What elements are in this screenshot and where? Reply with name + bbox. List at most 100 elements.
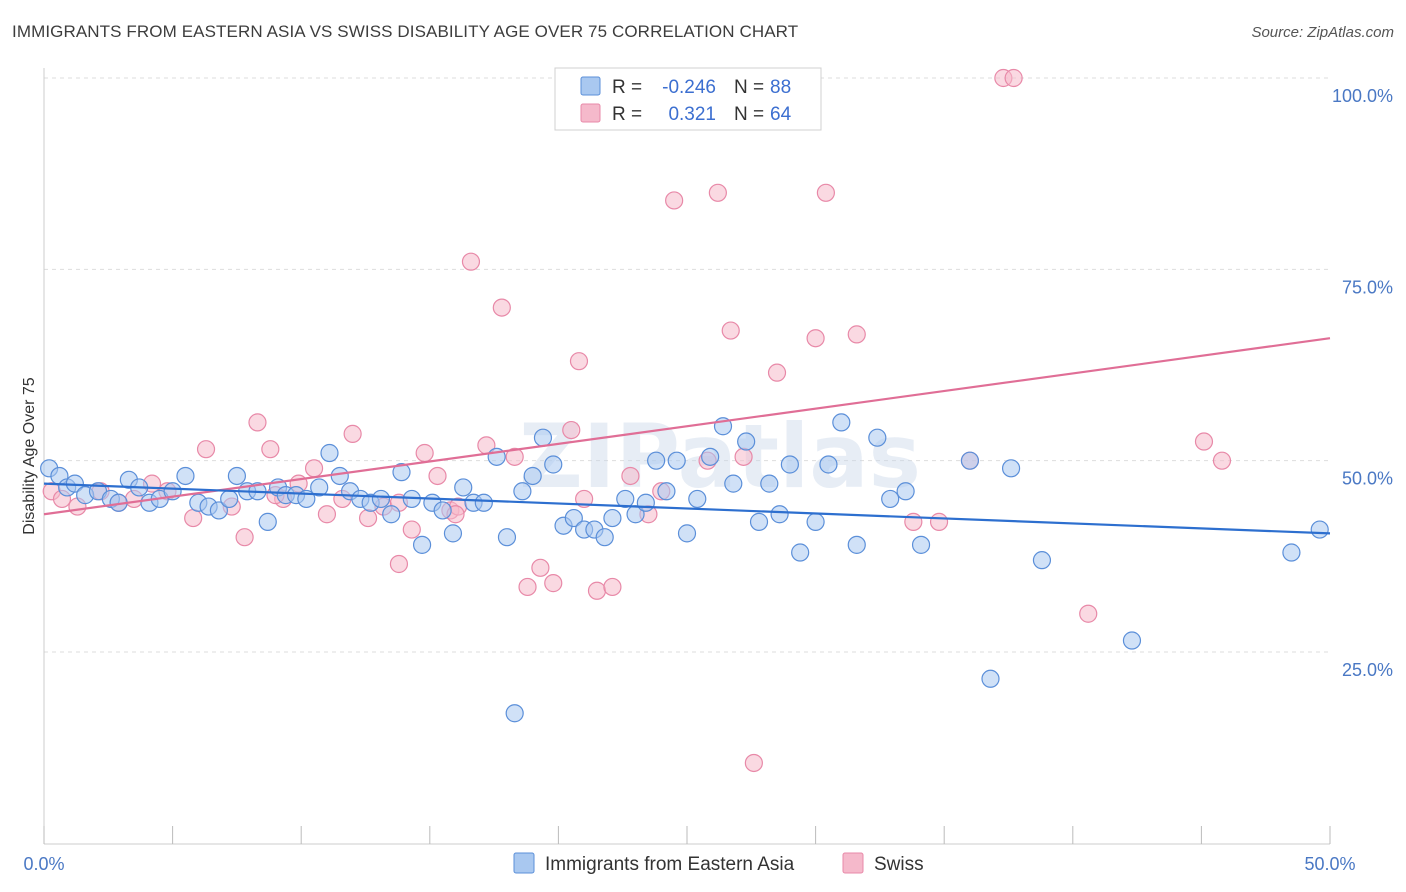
swiss-point-30 — [492, 298, 511, 317]
eastern-asia-point-54 — [595, 528, 614, 547]
swiss-point-48 — [806, 329, 825, 348]
y-tick-label-50: 50.0% — [1342, 469, 1393, 489]
swiss-point-35 — [562, 420, 581, 440]
legend: R = -0.246 N = 88 R = 0.321 N = 64 — [554, 67, 822, 131]
eastern-asia-point-56 — [616, 489, 635, 509]
swiss-point-12 — [248, 413, 267, 432]
swiss-point-32 — [518, 577, 537, 597]
eastern-asia-point-32 — [371, 489, 391, 509]
swiss-point-37 — [587, 581, 607, 600]
swiss-point-8 — [184, 508, 203, 528]
swiss-point-41 — [665, 191, 684, 210]
eastern-asia-point-47 — [523, 466, 542, 486]
swiss-point-34 — [544, 574, 563, 593]
swiss-point-20 — [358, 508, 378, 528]
eastern-asia-point-27 — [320, 443, 339, 463]
series-eastern-asia-points — [40, 413, 1329, 723]
chart-source: Source: ZipAtlas.com — [1251, 24, 1394, 41]
swiss-point-28 — [461, 252, 481, 271]
chart-title: IMMIGRANTS FROM EASTERN ASIA VS SWISS DI… — [12, 22, 799, 41]
swiss-point-16 — [304, 459, 324, 478]
swiss-point-38 — [603, 577, 622, 597]
eastern-asia-point-44 — [497, 528, 517, 547]
swiss-point-11 — [235, 528, 254, 547]
swiss-point-25 — [428, 466, 447, 486]
eastern-asia-point-13 — [176, 466, 195, 486]
swiss-point-47 — [767, 363, 787, 382]
y-tick-labels: 25.0% 50.0% 75.0% 100.0% — [1332, 86, 1393, 680]
swiss-point-44 — [721, 321, 740, 340]
eastern-asia-point-33 — [382, 505, 401, 524]
swiss-point-54 — [1004, 68, 1023, 88]
eastern-asia-point-18 — [227, 466, 246, 486]
eastern-asia-point-21 — [258, 512, 277, 531]
swiss-point-33 — [531, 558, 550, 577]
eastern-asia-point-78 — [881, 489, 900, 509]
eastern-asia-point-74 — [819, 455, 838, 474]
eastern-asia-point-84 — [1032, 551, 1052, 570]
eastern-asia-point-61 — [667, 451, 686, 470]
eastern-asia-point-28 — [330, 466, 349, 486]
bottom-legend: Immigrants from Eastern Asia Swiss — [513, 852, 924, 875]
legend-swatch-pink — [580, 103, 601, 123]
bottom-legend-swatch-blue — [513, 852, 535, 874]
eastern-asia-point-64 — [701, 447, 720, 466]
swiss-point-36 — [569, 352, 589, 371]
eastern-asia-point-38 — [433, 501, 452, 520]
swiss-trend-line — [43, 337, 1331, 516]
swiss-point-23 — [402, 520, 421, 539]
eastern-asia-point-59 — [647, 451, 666, 470]
eastern-asia-point-55 — [603, 508, 622, 528]
eastern-asia-point-71 — [780, 455, 799, 474]
eastern-asia-point-73 — [806, 512, 825, 531]
swiss-point-58 — [1079, 604, 1098, 623]
swiss-point-50 — [847, 325, 866, 344]
eastern-asia-point-80 — [911, 535, 931, 554]
eastern-asia-point-79 — [896, 482, 915, 501]
swiss-point-57 — [1212, 451, 1232, 470]
bottom-legend-swatch-pink — [842, 852, 864, 874]
eastern-asia-point-51 — [564, 508, 583, 528]
eastern-asia-point-67 — [737, 432, 756, 451]
eastern-asia-point-87 — [1310, 520, 1329, 539]
swiss-point-45 — [734, 447, 753, 466]
swiss-point-46 — [744, 753, 763, 773]
swiss-point-56 — [1194, 432, 1214, 451]
swiss-point-43 — [708, 183, 727, 202]
eastern-asia-point-85 — [1122, 631, 1142, 650]
bottom-legend-label-eastern-asia: Immigrants from Eastern Asia — [545, 854, 795, 875]
swiss-point-24 — [415, 443, 434, 463]
eastern-asia-point-68 — [749, 512, 769, 531]
eastern-asia-point-81 — [960, 451, 980, 470]
eastern-asia-point-86 — [1282, 543, 1301, 562]
swiss-point-49 — [816, 183, 835, 202]
eastern-asia-point-26 — [310, 478, 329, 497]
eastern-asia-point-82 — [981, 669, 1000, 688]
x-tick-label-max: 50.0% — [1304, 854, 1355, 874]
swiss-point-52 — [929, 512, 949, 531]
eastern-asia-point-69 — [760, 474, 779, 493]
legend-r-value-pink: 0.321 — [668, 104, 716, 125]
eastern-asia-point-76 — [847, 535, 866, 554]
eastern-asia-point-36 — [412, 535, 432, 554]
eastern-asia-point-45 — [505, 704, 524, 723]
legend-r-value-blue: -0.246 — [662, 77, 716, 98]
legend-r-label-pink: R = — [612, 104, 642, 125]
y-tick-label-75: 75.0% — [1342, 277, 1393, 297]
eastern-asia-point-48 — [533, 428, 553, 447]
swiss-point-19 — [343, 424, 362, 443]
eastern-asia-point-39 — [443, 524, 463, 543]
swiss-point-62 — [575, 489, 594, 509]
bottom-legend-label-swiss: Swiss — [874, 854, 924, 875]
eastern-asia-point-17 — [220, 489, 239, 509]
eastern-asia-point-70 — [770, 505, 789, 524]
legend-n-value-pink: 64 — [770, 104, 792, 125]
x-ticks — [43, 826, 1331, 844]
eastern-asia-point-60 — [657, 482, 676, 501]
eastern-asia-point-75 — [832, 413, 851, 432]
eastern-asia-point-83 — [1001, 459, 1021, 478]
swiss-point-31 — [505, 447, 524, 466]
legend-swatch-blue — [580, 76, 601, 96]
eastern-asia-point-63 — [688, 489, 707, 509]
